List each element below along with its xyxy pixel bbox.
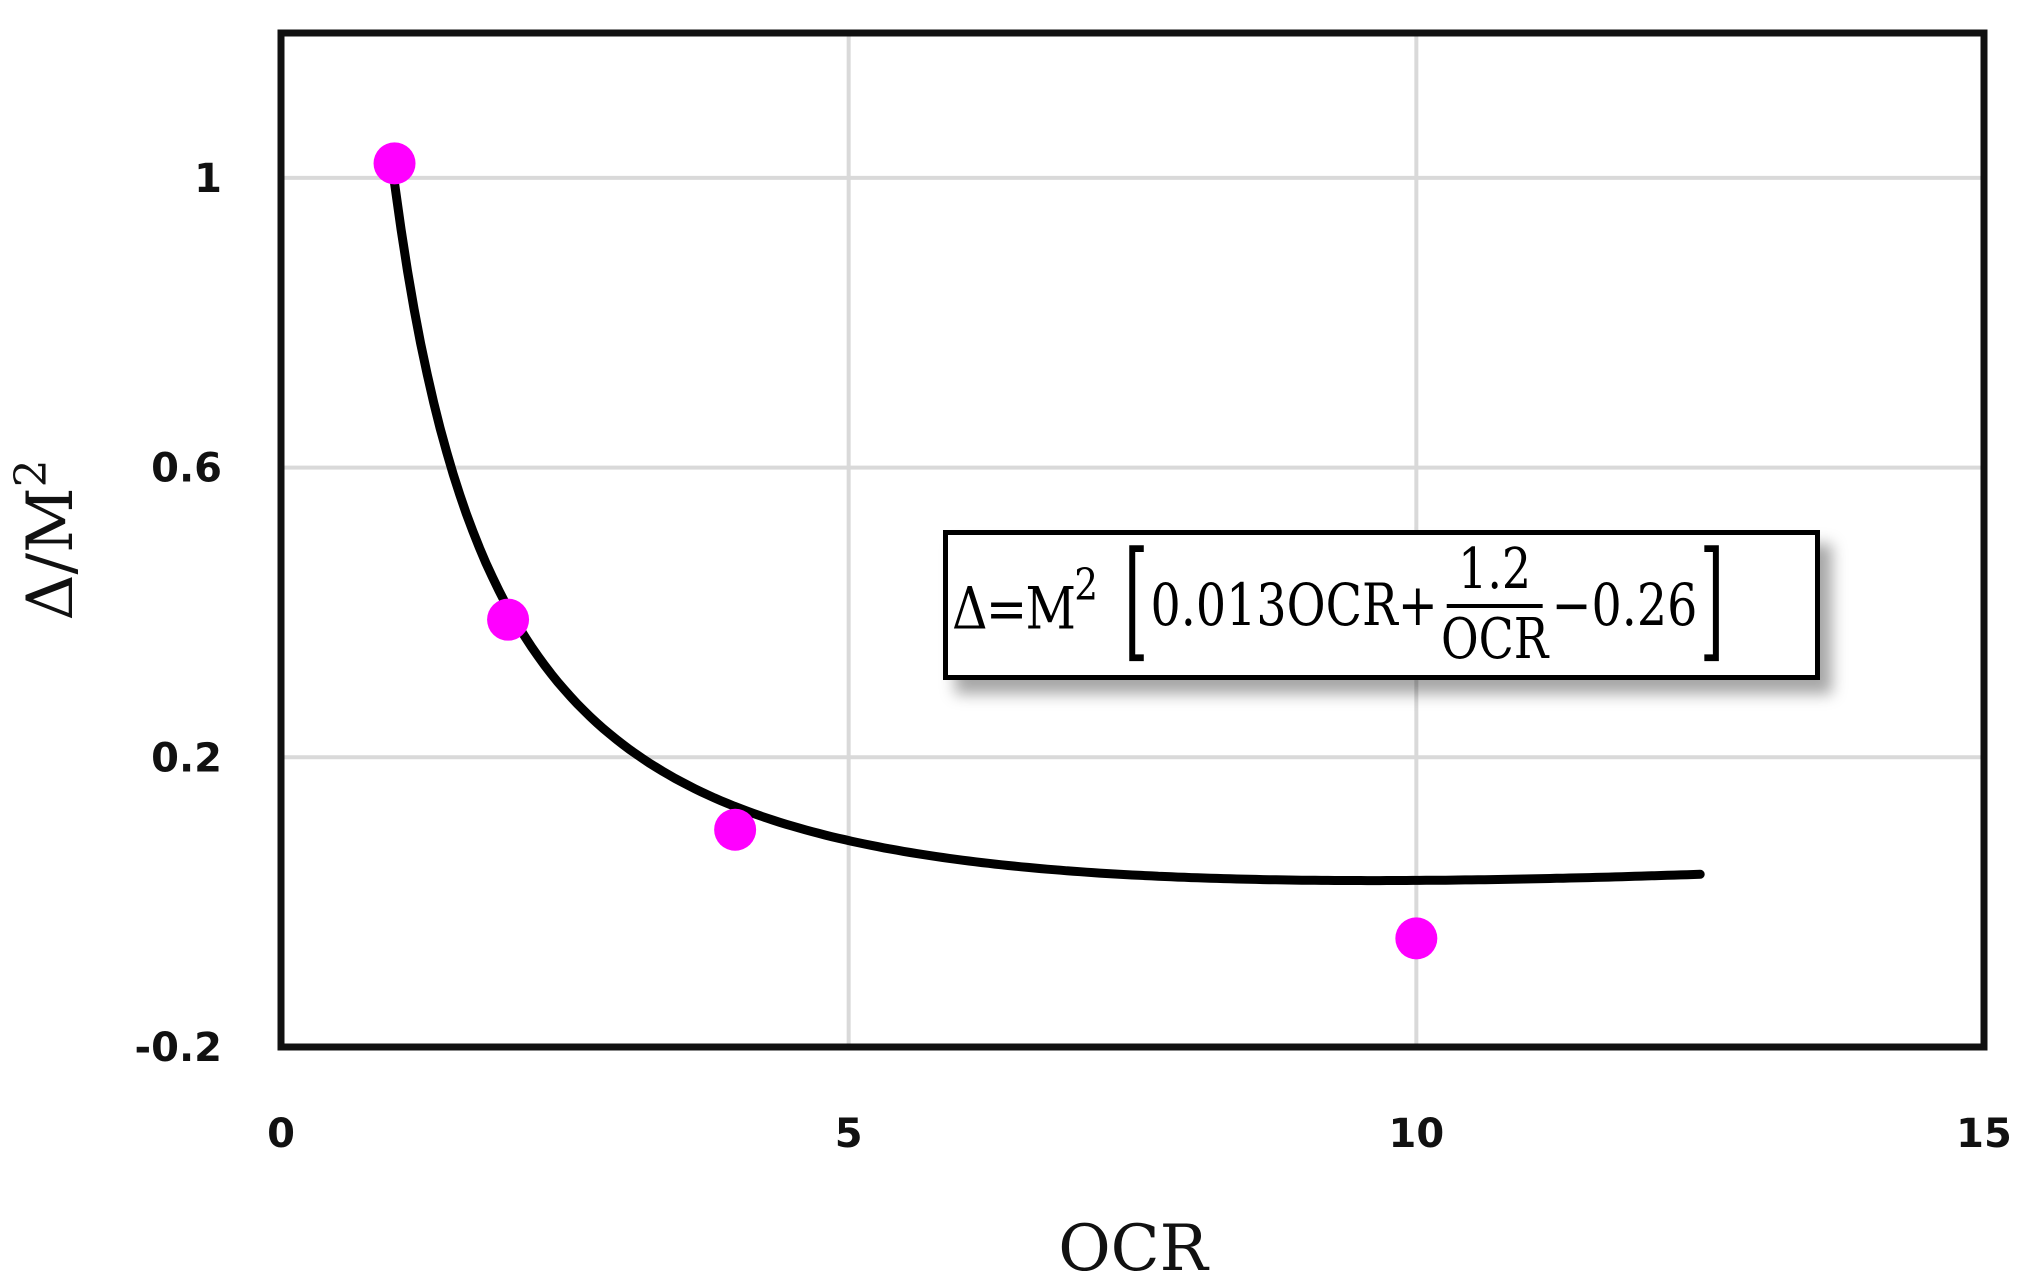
svg-text:Δ/M2: Δ/M2: [6, 459, 88, 620]
y-tick-label: 0.6: [151, 446, 222, 492]
x-tick-label: 10: [1388, 1111, 1444, 1157]
data-point-marker: [1395, 917, 1438, 960]
equation-fraction: 1.2 OCR: [1440, 537, 1549, 672]
y-tick-label: -0.2: [135, 1025, 222, 1071]
data-point-marker: [487, 598, 530, 641]
plot-frame: [277, 29, 1988, 1051]
gridlines: [281, 33, 1984, 1047]
data-point-marker: [373, 142, 416, 185]
equation-annotation: Δ=M2 [ 0.013OCR+ 1.2 OCR −0.26 ]: [943, 530, 1820, 680]
x-tick-label: 15: [1956, 1111, 2012, 1157]
data-point-marker: [714, 808, 757, 851]
fit-curve: [390, 178, 1705, 886]
data-points: [373, 142, 1438, 960]
x-tick-labels: 0 5 10 15: [267, 1111, 2012, 1157]
x-tick-label: 5: [835, 1111, 863, 1157]
y-tick-label: 0.2: [151, 735, 222, 781]
y-axis-title: Δ/M2: [6, 459, 88, 620]
equation-body: [ 0.013OCR+ 1.2 OCR −0.26 ]: [1123, 523, 1724, 675]
x-axis-title: OCR: [1058, 1212, 1209, 1286]
y-tick-label: 1: [194, 156, 222, 202]
equation-lhs: Δ=M2: [952, 559, 1098, 643]
y-tick-labels: -0.2 0.2 0.6 1: [135, 156, 222, 1071]
x-tick-label: 0: [267, 1111, 295, 1157]
